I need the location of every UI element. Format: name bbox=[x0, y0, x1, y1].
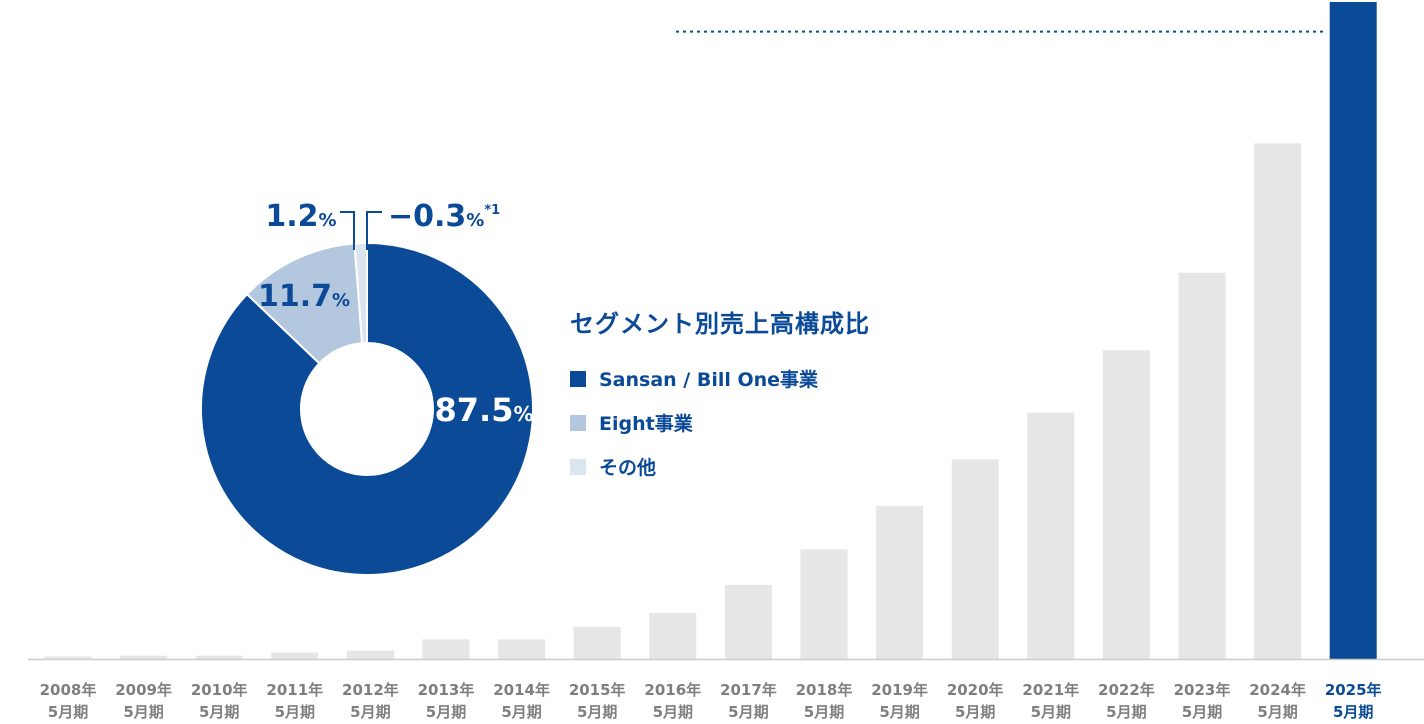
legend-swatch-sansan bbox=[570, 371, 586, 387]
x-tick-label-year: 2023年 bbox=[1174, 681, 1231, 699]
x-tick-label-period: 5月期 bbox=[1333, 703, 1373, 721]
donut-slice-other bbox=[353, 241, 368, 345]
x-tick-label-year: 2018年 bbox=[796, 681, 853, 699]
legend-title: セグメント別売上高構成比 bbox=[570, 310, 870, 338]
x-tick-label-period: 5月期 bbox=[1257, 703, 1297, 721]
bar-2025年 bbox=[1329, 2, 1377, 659]
legend-label-sansan: Sansan / Bill One事業 bbox=[599, 368, 819, 391]
x-tick-label-period: 5月期 bbox=[501, 703, 541, 721]
bar-2019年 bbox=[876, 505, 924, 659]
bar-2010年 bbox=[195, 655, 243, 659]
x-tick-label-period: 5月期 bbox=[275, 703, 315, 721]
bar-2022年 bbox=[1102, 350, 1150, 659]
bar-2013年 bbox=[422, 639, 470, 659]
x-tick-label-period: 5月期 bbox=[426, 703, 466, 721]
bar-2012年 bbox=[346, 650, 394, 659]
x-tick-label-year: 2011年 bbox=[266, 681, 323, 699]
x-tick-label-year: 2022年 bbox=[1098, 681, 1155, 699]
x-tick-label-year: 2024年 bbox=[1249, 681, 1306, 699]
label-adjustment-pct: −0.3%*1 bbox=[388, 199, 500, 234]
x-tick-label-year: 2015年 bbox=[569, 681, 626, 699]
leader-line-other bbox=[340, 211, 355, 250]
label-other-pct: 1.2% bbox=[265, 199, 336, 234]
bar-2014年 bbox=[498, 639, 546, 659]
x-tick-label-period: 5月期 bbox=[1106, 703, 1146, 721]
x-tick-label-period: 5月期 bbox=[123, 703, 163, 721]
x-tick-label-year: 2013年 bbox=[418, 681, 475, 699]
x-tick-label-period: 5月期 bbox=[1182, 703, 1222, 721]
x-tick-label-period: 5月期 bbox=[1031, 703, 1071, 721]
x-tick-label-year: 2017年 bbox=[720, 681, 777, 699]
x-tick-label-period: 5月期 bbox=[350, 703, 390, 721]
bar-2020年 bbox=[951, 459, 999, 659]
legend-swatch-other bbox=[570, 459, 586, 475]
bar-2011年 bbox=[271, 652, 319, 659]
bar-2009年 bbox=[120, 655, 168, 659]
x-tick-label-period: 5月期 bbox=[955, 703, 995, 721]
x-tick-label-period: 5月期 bbox=[728, 703, 768, 721]
x-tick-label-year: 2009年 bbox=[115, 681, 172, 699]
bar-2023年 bbox=[1178, 272, 1226, 659]
x-tick-label-year: 2016年 bbox=[644, 681, 701, 699]
x-tick-label-period: 5月期 bbox=[48, 703, 88, 721]
donut-chart: 87.5% 11.7% 1.2% −0.3%*1 bbox=[200, 199, 534, 576]
x-tick-label-year: 2012年 bbox=[342, 681, 399, 699]
legend-label-eight: Eight事業 bbox=[599, 412, 694, 435]
legend-label-other: その他 bbox=[599, 456, 656, 479]
x-tick-label-year: 2020年 bbox=[947, 681, 1004, 699]
x-tick-label-year: 2021年 bbox=[1022, 681, 1079, 699]
x-axis: 2008年 5月期 2009年 5月期 2010年 5月期 2011年 5月期 2012年 5月期… bbox=[28, 658, 1424, 721]
x-tick-label-period: 5月期 bbox=[879, 703, 919, 721]
bars-layer bbox=[44, 2, 1377, 660]
label-sansan-pct: 87.5% bbox=[435, 391, 534, 429]
x-tick-label-period: 5月期 bbox=[577, 703, 617, 721]
x-tick-label-year: 2025年 bbox=[1325, 681, 1382, 699]
bar-2024年 bbox=[1254, 143, 1302, 660]
bar-2016年 bbox=[649, 613, 697, 659]
x-tick-label-year: 2008年 bbox=[40, 681, 97, 699]
bar-2017年 bbox=[724, 584, 772, 659]
label-eight-pct: 11.7% bbox=[258, 279, 350, 314]
x-tick-label-year: 2010年 bbox=[191, 681, 248, 699]
x-tick-label-period: 5月期 bbox=[804, 703, 844, 721]
leader-line-adjustment bbox=[366, 211, 382, 250]
x-tick-label-year: 2014年 bbox=[493, 681, 550, 699]
bar-2021年 bbox=[1027, 412, 1075, 659]
bar-2015年 bbox=[573, 626, 621, 659]
x-tick-label-period: 5月期 bbox=[199, 703, 239, 721]
bar-2008年 bbox=[44, 656, 92, 659]
x-tick-label-period: 5月期 bbox=[653, 703, 693, 721]
legend: セグメント別売上高構成比 Sansan / Bill One事業 Eight事業その… bbox=[570, 310, 870, 479]
donut-slice-sansan bbox=[200, 241, 534, 576]
x-tick-label-year: 2019年 bbox=[871, 681, 928, 699]
legend-swatch-eight bbox=[570, 415, 586, 431]
bar-2018年 bbox=[800, 549, 848, 659]
